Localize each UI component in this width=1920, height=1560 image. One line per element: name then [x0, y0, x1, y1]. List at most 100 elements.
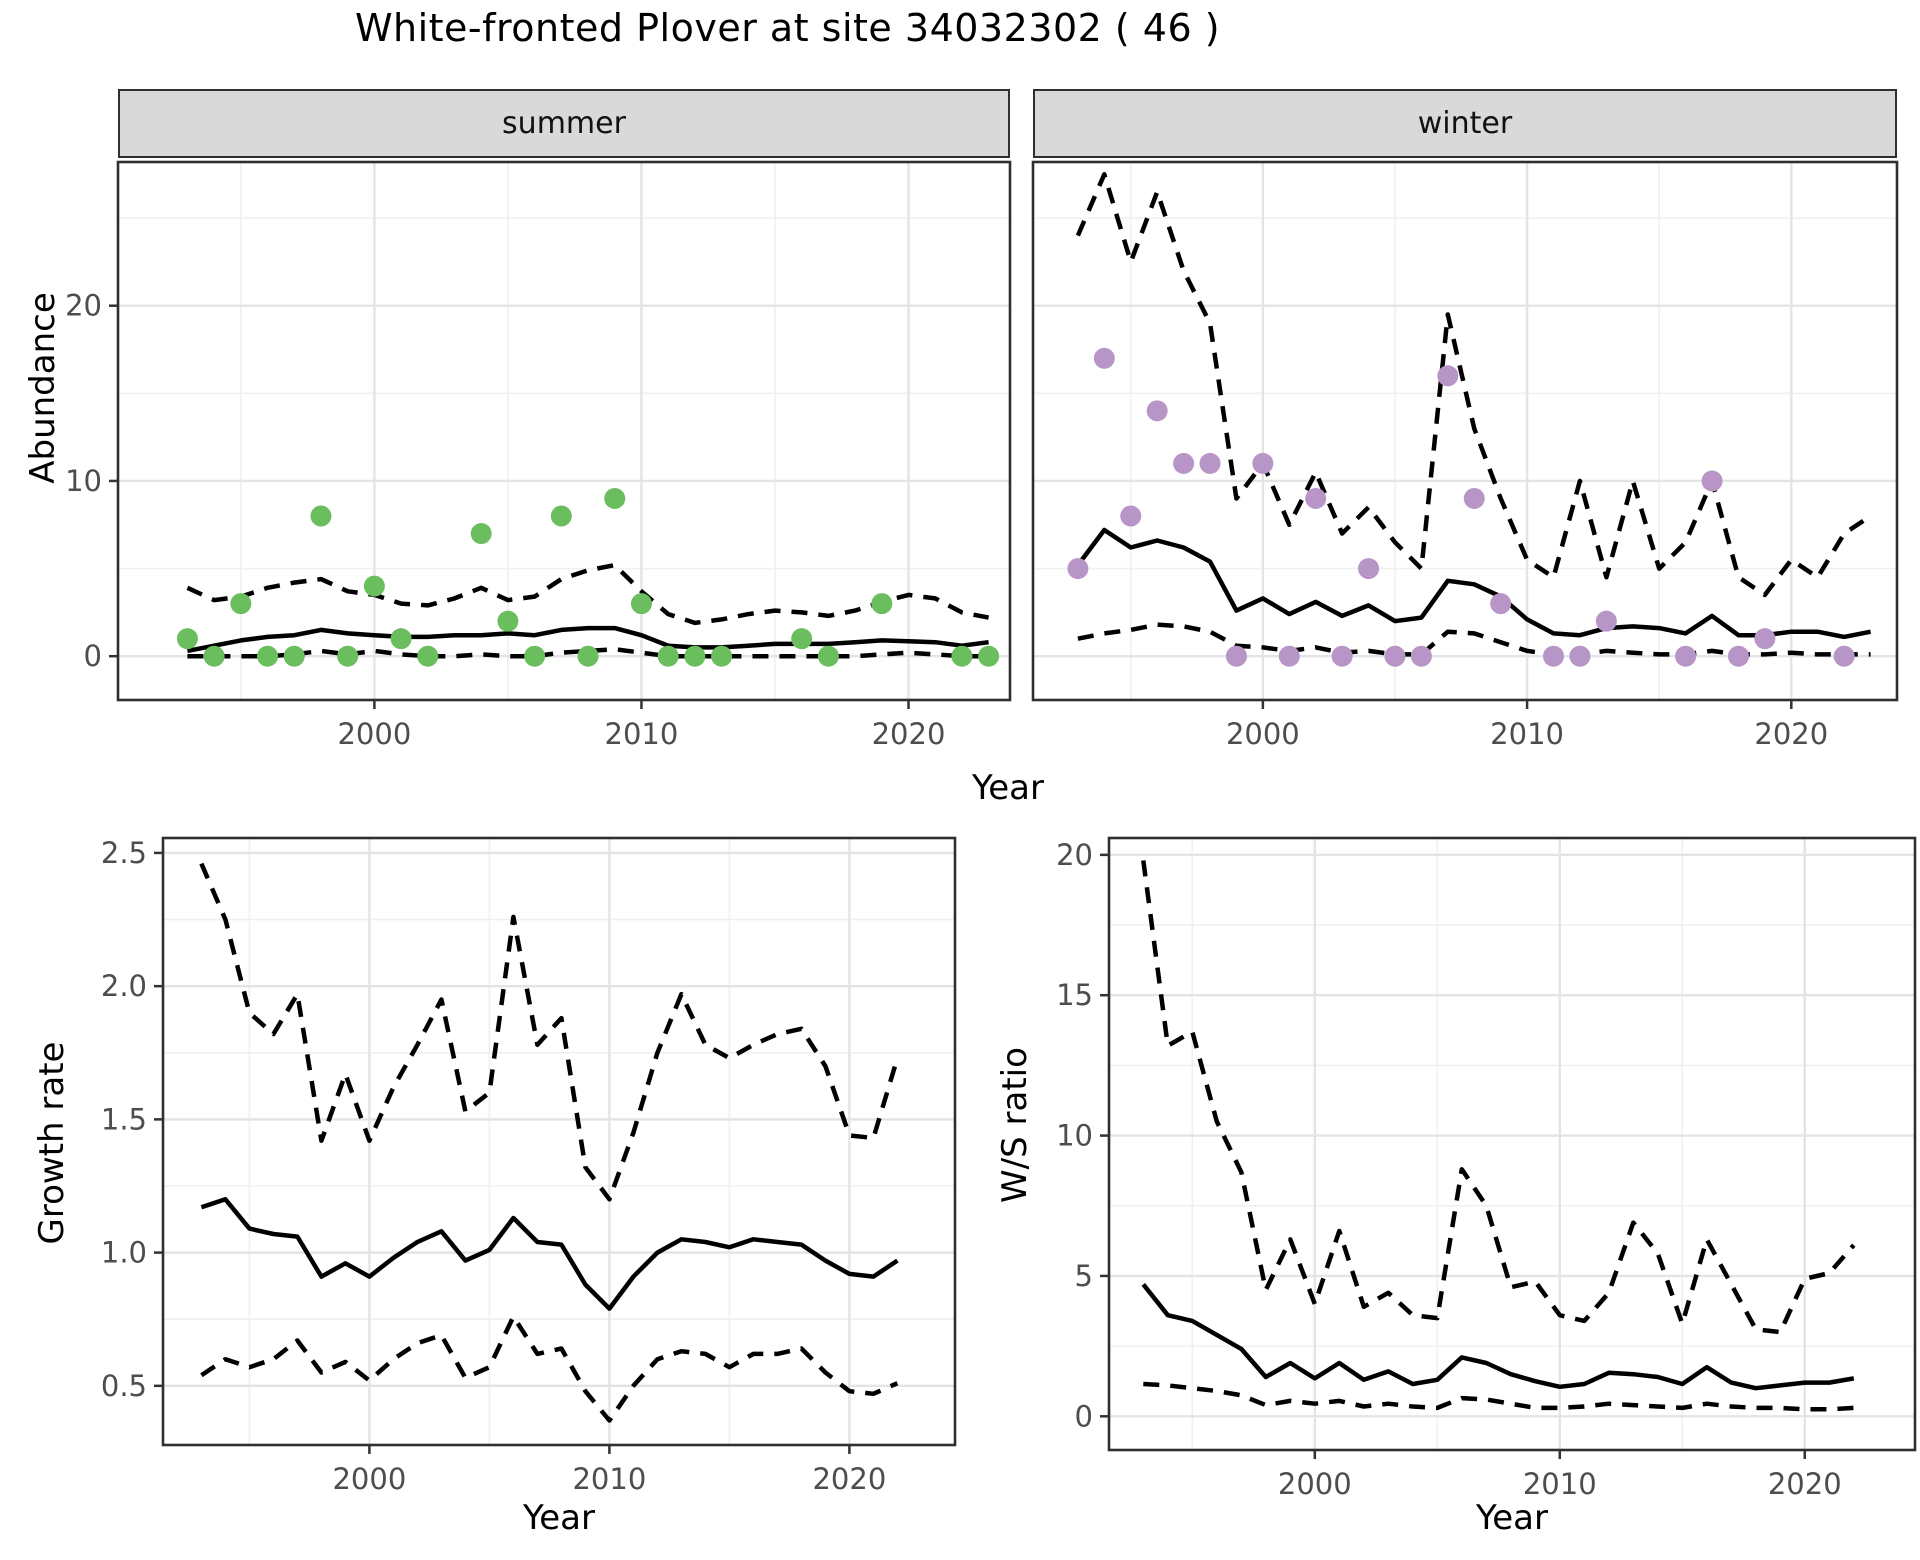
growth-rate-y-tick-label: 2.5 — [101, 836, 147, 870]
abundance-summer-point — [817, 645, 839, 667]
abundance-winter-point — [1252, 452, 1274, 474]
facet-strip-winter-label: winter — [1417, 106, 1513, 141]
abundance-winter-x-tick-label: 2000 — [1226, 717, 1300, 751]
abundance-winter-x-tick-label: 2010 — [1490, 717, 1564, 751]
x-axis-title-growth: Year — [523, 1498, 595, 1538]
growth-rate-x-tick-label: 2000 — [332, 1462, 406, 1496]
abundance-summer-point — [791, 628, 813, 650]
growth-rate-x-tick-label: 2010 — [572, 1462, 646, 1496]
growth-rate-fit-line — [200, 1197, 899, 1311]
ws-ratio-y-tick-label: 0 — [1075, 1399, 1093, 1433]
facet-strip-summer: summer — [118, 89, 1010, 158]
growth-rate-lower95-line — [200, 1314, 899, 1423]
abundance-summer-point — [203, 645, 225, 667]
abundance-summer-x-tick-label: 2020 — [872, 717, 946, 751]
abundance-winter-point — [1675, 645, 1697, 667]
ws-ratio-panel-border — [1107, 836, 1917, 1452]
abundance-winter-point — [1543, 645, 1565, 667]
abundance-summer-point — [657, 645, 679, 667]
ws-ratio-y-tick-label: 10 — [1056, 1119, 1093, 1153]
ws-ratio-y-tick-label: 5 — [1075, 1259, 1093, 1293]
abundance-winter-point — [1410, 645, 1432, 667]
abundance-summer-point — [978, 645, 1000, 667]
abundance-winter-point — [1437, 365, 1459, 387]
abundance-winter-upper95-line — [1075, 172, 1872, 598]
abundance-summer-point — [390, 628, 412, 650]
abundance-summer-point — [951, 645, 973, 667]
facet-strip-summer-label: summer — [502, 106, 626, 141]
ws-ratio-x-tick-label: 2000 — [1278, 1467, 1352, 1501]
abundance-summer-point — [684, 645, 706, 667]
y-axis-title-abundance: Abundance — [23, 292, 63, 484]
abundance-winter-point — [1833, 645, 1855, 667]
x-axis-title-top: Year — [972, 768, 1044, 808]
abundance-winter-point — [1331, 645, 1353, 667]
abundance-summer-point — [711, 645, 733, 667]
abundance-winter-x-tick-label: 2020 — [1754, 717, 1828, 751]
ws-ratio-upper95-line — [1141, 860, 1856, 1335]
growth-rate-y-tick-label: 2.0 — [101, 969, 147, 1003]
facet-strip-winter: winter — [1033, 89, 1897, 158]
abundance-summer-point — [283, 645, 305, 667]
growth-rate-panel-border — [161, 836, 957, 1447]
figure-title: White-fronted Plover at site 34032302 ( … — [354, 6, 1221, 50]
ws-ratio-fit-line — [1141, 1282, 1855, 1391]
abundance-winter-panel-border — [1031, 160, 1899, 702]
ws-ratio-y-tick-label: 15 — [1056, 978, 1093, 1012]
abundance-summer-upper95-line — [186, 562, 990, 626]
abundance-summer-point — [417, 645, 439, 667]
ws-ratio-x-tick-label: 2010 — [1523, 1467, 1597, 1501]
abundance-summer-point — [604, 487, 626, 509]
abundance-summer-point — [257, 645, 279, 667]
abundance-winter-point — [1358, 558, 1380, 580]
ws-ratio-y-tick-label: 20 — [1056, 838, 1093, 872]
abundance-summer-point — [630, 593, 652, 615]
abundance-summer-point — [577, 645, 599, 667]
abundance-summer-x-tick-label: 2000 — [337, 717, 411, 751]
abundance-summer-point — [337, 645, 359, 667]
abundance-winter-point — [1305, 487, 1327, 509]
abundance-winter-point — [1595, 610, 1617, 632]
abundance-summer-y-tick-label: 20 — [65, 289, 102, 323]
abundance-winter-point — [1067, 558, 1089, 580]
abundance-summer-point — [524, 645, 546, 667]
abundance-winter-point — [1701, 470, 1723, 492]
growth-rate-x-tick-label: 2020 — [812, 1462, 886, 1496]
abundance-summer-fit-line — [186, 625, 989, 654]
abundance-summer-y-tick-label: 0 — [84, 639, 102, 673]
abundance-summer-point — [230, 593, 252, 615]
abundance-summer-x-tick-label: 2010 — [605, 717, 679, 751]
growth-rate-y-tick-label: 0.5 — [101, 1369, 147, 1403]
growth-rate-upper95-line — [199, 862, 900, 1202]
abundance-winter-point — [1754, 628, 1776, 650]
growth-rate-y-tick-label: 1.5 — [101, 1102, 147, 1136]
abundance-summer-y-tick-label: 10 — [65, 464, 102, 498]
abundance-summer-point — [550, 505, 572, 527]
x-axis-title-ws: Year — [1476, 1498, 1548, 1538]
abundance-summer-panel-border — [116, 160, 1012, 702]
abundance-winter-point — [1384, 645, 1406, 667]
abundance-winter-point — [1490, 593, 1512, 615]
abundance-summer-point — [871, 593, 893, 615]
abundance-summer-point — [176, 628, 198, 650]
abundance-summer-point — [497, 610, 519, 632]
abundance-winter-point — [1093, 347, 1115, 369]
abundance-winter-point — [1278, 645, 1300, 667]
abundance-winter-point — [1569, 645, 1591, 667]
abundance-summer-point — [310, 505, 332, 527]
abundance-winter-point — [1146, 400, 1168, 422]
abundance-winter-point — [1120, 505, 1142, 527]
abundance-winter-point — [1173, 452, 1195, 474]
growth-rate-y-tick-label: 1.0 — [101, 1236, 147, 1270]
abundance-winter-point — [1727, 645, 1749, 667]
y-axis-title-ws: W/S ratio — [995, 1047, 1035, 1203]
ws-ratio-x-tick-label: 2020 — [1768, 1467, 1842, 1501]
abundance-summer-point — [470, 523, 492, 545]
abundance-summer-point — [363, 575, 385, 597]
abundance-winter-fit-line — [1076, 527, 1872, 640]
abundance-winter-point — [1199, 452, 1221, 474]
abundance-winter-point — [1225, 645, 1247, 667]
abundance-winter-lower95-line — [1077, 622, 1871, 657]
